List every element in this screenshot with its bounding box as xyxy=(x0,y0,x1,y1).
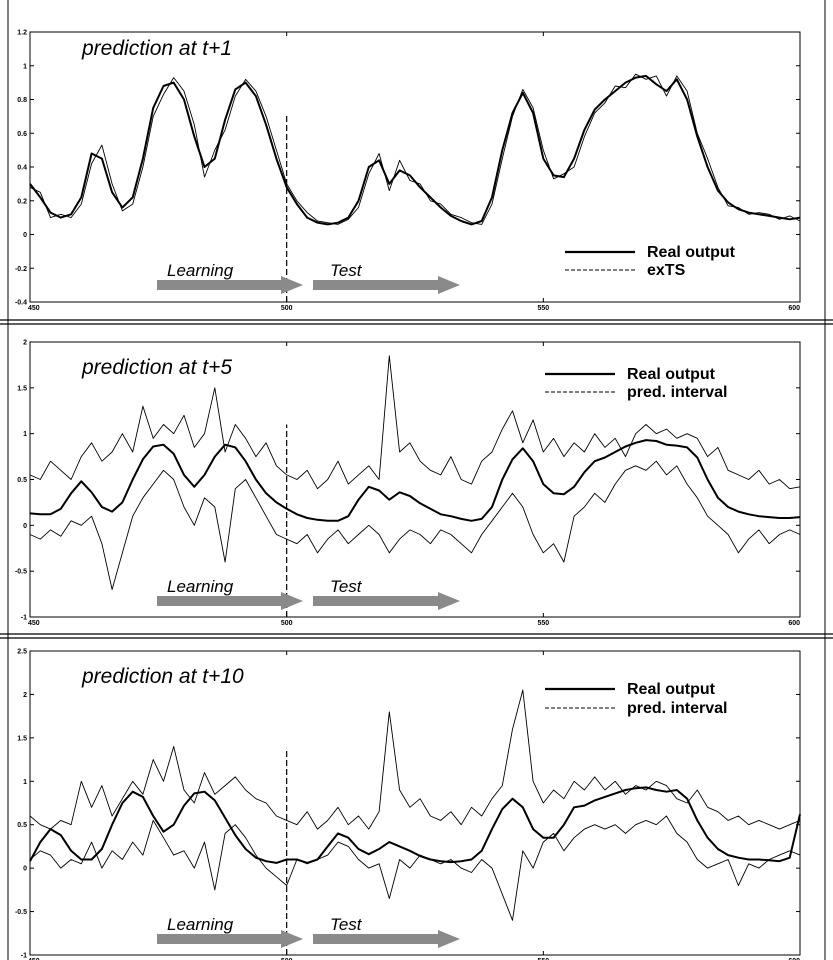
panel-prediction-t5: -1 -0.5 0 0.5 1 1.5 2 450 500 550 600 Learning Test p… xyxy=(15,340,800,628)
y-tick-label: 0.8 xyxy=(17,97,27,104)
y-tick-label: 0.5 xyxy=(17,822,27,829)
y-tick-label: 1 xyxy=(23,63,27,70)
panel-prediction-t10: -1-0.500.511.522.5450500550600LearningTe… xyxy=(15,649,800,960)
learning-arrow-label: Learning xyxy=(167,915,234,934)
x-tick-label: 450 xyxy=(28,620,40,627)
y-tick-label: 1 xyxy=(23,779,27,786)
legend-label-pred-interval: pred. interval xyxy=(627,384,727,401)
y-tick-label: 0.5 xyxy=(17,477,27,484)
y-tick-label: -0.5 xyxy=(15,909,27,916)
y-tick-label: -1 xyxy=(21,953,27,960)
y-tick-label: -0.5 xyxy=(15,569,27,576)
legend-label-pred-interval: pred. interval xyxy=(627,700,727,717)
y-tick-label: 2 xyxy=(23,340,27,347)
x-tick-label: 550 xyxy=(537,620,549,627)
series-line-real-output xyxy=(30,787,800,863)
test-arrow-label: Test xyxy=(330,577,363,596)
panel-prediction-t1: -0.4 -0.2 0 0.2 0.4 0.6 0.8 1 1.2 450 500 550 600 Lea… xyxy=(15,30,800,313)
y-tick-label: 1 xyxy=(23,431,27,438)
x-tick-label: 500 xyxy=(281,620,293,627)
x-tick-label: 600 xyxy=(788,620,800,627)
panel-title: prediction at t+1 xyxy=(81,37,232,60)
series-line-lower-interval xyxy=(30,816,800,920)
y-tick-label: 0.2 xyxy=(17,198,27,205)
y-tick-label: 2.5 xyxy=(17,649,27,656)
learning-arrow-label: Learning xyxy=(167,261,234,280)
y-tick-label: 0 xyxy=(23,232,27,239)
y-tick-label: 0 xyxy=(23,523,27,530)
y-tick-label: -0.2 xyxy=(15,266,27,273)
legend-label-real-output: Real output xyxy=(647,244,736,261)
x-tick-label: 450 xyxy=(28,305,40,312)
test-arrow-label: Test xyxy=(330,261,363,280)
y-tick-label: 1.5 xyxy=(17,735,27,742)
panel-title: prediction at t+10 xyxy=(81,665,244,688)
y-tick-label: 0.6 xyxy=(17,131,27,138)
y-tick-label: -0.4 xyxy=(15,300,27,307)
legend-label-exts: exTS xyxy=(647,262,686,279)
y-tick-label: 0 xyxy=(23,866,27,873)
y-tick-label: 1.5 xyxy=(17,385,27,392)
y-tick-label: 0.4 xyxy=(17,165,27,172)
series-line-lower-interval xyxy=(30,461,800,589)
legend-label-real-output: Real output xyxy=(627,681,716,698)
test-arrow-label: Test xyxy=(330,915,363,934)
y-tick-label: 1.2 xyxy=(17,30,27,37)
panel-title: prediction at t+5 xyxy=(81,356,232,379)
series-line-real-output xyxy=(30,76,800,225)
y-tick-label: 2 xyxy=(23,692,27,699)
x-tick-label: 600 xyxy=(788,305,800,312)
x-tick-label: 500 xyxy=(281,305,293,312)
y-tick-label: -1 xyxy=(21,615,27,622)
legend-label-real-output: Real output xyxy=(627,366,716,383)
x-tick-label: 550 xyxy=(537,305,549,312)
learning-arrow-label: Learning xyxy=(167,577,234,596)
